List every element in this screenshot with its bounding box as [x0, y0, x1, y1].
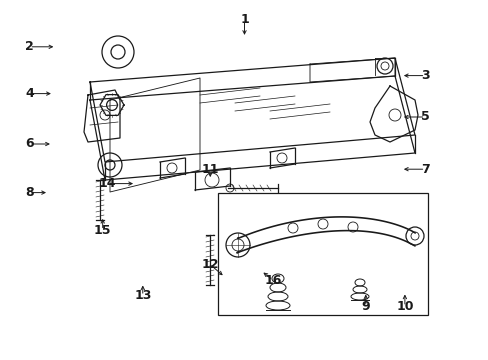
Text: 3: 3 — [420, 69, 429, 82]
Text: 5: 5 — [420, 111, 429, 123]
Text: 9: 9 — [361, 300, 369, 313]
Text: 14: 14 — [99, 177, 116, 190]
Bar — [218, 193, 427, 315]
Text: 16: 16 — [264, 274, 281, 287]
Text: 10: 10 — [395, 300, 413, 313]
Text: 12: 12 — [201, 258, 219, 271]
Text: 1: 1 — [240, 13, 248, 26]
Text: 2: 2 — [25, 40, 34, 53]
Text: 15: 15 — [94, 224, 111, 237]
Text: 6: 6 — [25, 138, 34, 150]
Text: 7: 7 — [420, 163, 429, 176]
Text: 11: 11 — [201, 163, 219, 176]
Text: 13: 13 — [134, 289, 151, 302]
Text: 4: 4 — [25, 87, 34, 100]
Text: 8: 8 — [25, 186, 34, 199]
